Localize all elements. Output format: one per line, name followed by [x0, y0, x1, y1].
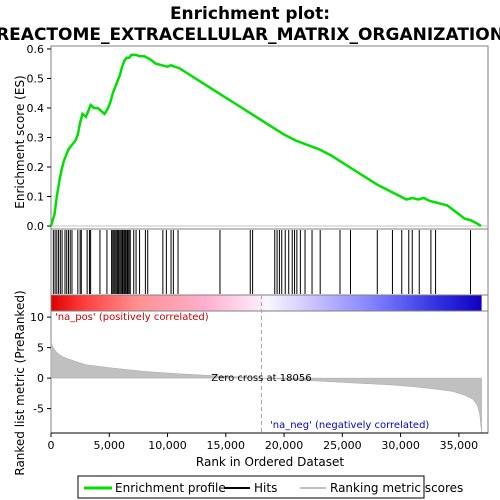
- es-y-ticks: 0.0 0.1 0.2 0.3 0.4 0.5 0.6: [27, 43, 51, 233]
- x-tick-label: 25,000: [323, 439, 362, 452]
- neg-correlated-label: 'na_neg' (negatively correlated): [270, 420, 429, 431]
- metric-y-tick-label: 5: [37, 342, 44, 355]
- es-panel: 0.0 0.1 0.2 0.3 0.4 0.5 0.6 Enrichment score (…: [13, 43, 489, 233]
- es-y-tick-label: 0.4: [27, 102, 45, 115]
- es-y-tick-label: 0.1: [27, 191, 45, 204]
- es-y-tick-label: 0.2: [27, 161, 45, 174]
- es-plot-frame: [50, 45, 489, 230]
- chart-title-line1: Enrichment plot:: [170, 4, 330, 24]
- metric-y-tick-label: 10: [30, 311, 44, 324]
- x-axis-label: Rank in Ordered Dataset: [196, 455, 344, 469]
- es-y-axis-label: Enrichment score (ES): [13, 75, 27, 208]
- x-tick-label: 0: [48, 439, 55, 452]
- metric-area-shape: [50, 341, 482, 434]
- chart-title-line2: REACTOME_EXTRACELLULAR_MATRIX_ORGANIZATI…: [0, 25, 500, 45]
- es-y-tick-label: 0.0: [27, 220, 45, 233]
- hits-panel: [50, 228, 489, 296]
- pos-correlated-label: 'na_pos' (positively correlated): [55, 312, 209, 323]
- rank-color-bar: [50, 294, 489, 312]
- legend-label-hits: Hits: [254, 481, 277, 495]
- es-line-series: [49, 53, 482, 228]
- metric-y-axis-label: Ranked list metric (PreRanked): [13, 290, 27, 475]
- legend: Enrichment profile Hits Ranking metric s…: [77, 475, 463, 499]
- zero-cross-label: Zero cross at 18056: [211, 373, 311, 384]
- metric-area-group: [50, 341, 482, 434]
- legend-label-metric: Ranking metric scores: [330, 481, 463, 495]
- x-axis: 0 5,000 10,000 15,000 20,000 25,000 30,000 35,0…: [48, 432, 488, 452]
- legend-label-enrichment: Enrichment profile: [115, 481, 226, 495]
- metric-y-tick-label: 0: [37, 372, 44, 385]
- es-line-group: [49, 53, 482, 228]
- x-tick-label: 30,000: [381, 439, 420, 452]
- metric-y-ticks: 10 5 0 -5: [30, 311, 51, 416]
- es-y-tick-label: 0.5: [27, 72, 45, 85]
- hits-lines-group: [52, 230, 472, 294]
- x-tick-label: 10,000: [148, 439, 187, 452]
- metric-panel: 10 5 0 -5 Zero cross at 18056 'na_pos' (pos…: [13, 290, 489, 476]
- legend-frame: [77, 475, 425, 499]
- x-tick-label: 20,000: [265, 439, 304, 452]
- x-tick-label: 35,000: [440, 439, 479, 452]
- hits-frame: [50, 228, 489, 296]
- metric-y-tick-label: -5: [33, 403, 44, 416]
- x-tick-label: 15,000: [207, 439, 246, 452]
- x-tick-label: 5,000: [94, 439, 126, 452]
- rank-gradient: [51, 295, 482, 311]
- es-y-tick-label: 0.3: [27, 132, 45, 145]
- es-y-tick-label: 0.6: [27, 43, 45, 56]
